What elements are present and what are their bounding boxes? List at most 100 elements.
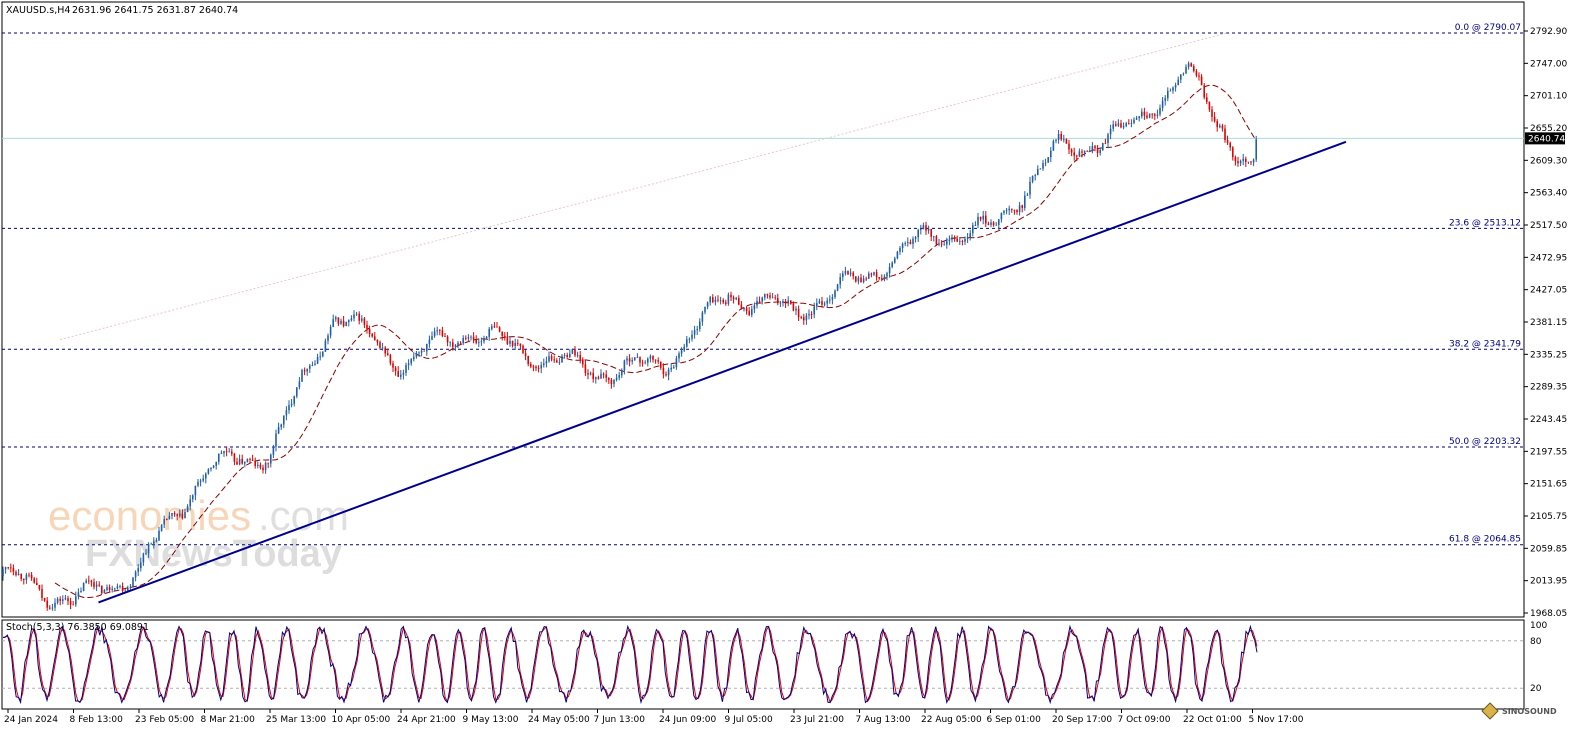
candle-body	[992, 222, 995, 226]
candle-body	[1021, 205, 1023, 208]
candle-body	[72, 604, 74, 606]
candle-body	[743, 307, 745, 310]
candle-body	[332, 319, 334, 327]
candle-body	[920, 228, 922, 230]
candle-body	[912, 238, 914, 245]
candle-body	[127, 587, 129, 591]
candle-body	[1146, 115, 1148, 118]
candle-body	[446, 336, 449, 343]
candle-body	[1219, 125, 1221, 128]
candle-body	[548, 356, 550, 362]
candle-body	[852, 272, 854, 277]
price-axis-label: 1968.05	[1530, 609, 1567, 619]
candle-body	[922, 225, 925, 229]
candle-body	[553, 359, 555, 361]
candle-body	[30, 574, 33, 579]
candle-body	[114, 588, 116, 590]
time-axis-label: 6 Sep 01:00	[987, 715, 1042, 725]
candle-body	[878, 277, 880, 279]
candle-body	[158, 530, 160, 541]
candle-body	[246, 459, 249, 462]
candle-body	[457, 342, 459, 346]
price-tag: 2640.74	[1525, 132, 1565, 145]
candle-body	[621, 370, 623, 376]
candle-body	[982, 215, 984, 220]
candle-body	[1133, 119, 1135, 123]
candle-body	[732, 297, 735, 300]
candle-body	[381, 347, 384, 349]
candle-body	[834, 290, 836, 298]
candle-body	[1003, 210, 1005, 213]
candle-body	[142, 553, 145, 563]
candle-body	[764, 294, 766, 298]
candle-body	[1112, 124, 1114, 129]
candle-body	[1221, 125, 1224, 129]
candle-body	[1198, 75, 1200, 77]
price-axis-label: 2609.30	[1530, 156, 1567, 166]
candle-body	[1250, 161, 1252, 163]
price-tag-bg	[1525, 132, 1565, 145]
candle-body	[712, 297, 714, 303]
candle-body	[428, 339, 431, 344]
candle-body	[769, 295, 771, 298]
candle-body	[870, 273, 873, 275]
candle-body	[475, 339, 477, 343]
candle-body	[602, 373, 605, 375]
candle-body	[1208, 101, 1211, 110]
candle-body	[147, 544, 150, 554]
candle-body	[582, 359, 584, 365]
candle-body	[1122, 125, 1125, 128]
candle-body	[1216, 121, 1218, 128]
candle-body	[28, 574, 30, 576]
candle-body	[904, 243, 906, 244]
candle-body	[498, 327, 501, 332]
candle-body	[543, 363, 545, 366]
candle-body	[67, 598, 69, 602]
candle-body	[842, 273, 844, 278]
candle-body	[231, 451, 233, 454]
candle-body	[517, 343, 519, 344]
candle-body	[1029, 181, 1031, 195]
candle-body	[860, 277, 862, 283]
candle-body	[1065, 139, 1068, 144]
candle-body	[790, 300, 792, 304]
candle-body	[1239, 160, 1242, 164]
candle-body	[467, 337, 470, 339]
candle-body	[90, 581, 93, 583]
candle-body	[444, 336, 446, 337]
price-axis-label: 2381.15	[1530, 318, 1567, 328]
candle-body	[329, 326, 332, 336]
fibonacci-layer: 0.0 @ 2790.07 23.6 @ 2513.12 38.2 @ 2341.7…	[2, 23, 1524, 546]
time-axis-label: 7 Jun 13:00	[594, 715, 646, 725]
candle-body	[706, 302, 709, 307]
fib-level-label: 0.0 @ 2790.07	[1455, 23, 1521, 33]
candle-body	[545, 361, 548, 364]
candle-body	[1190, 63, 1192, 67]
candle-body	[509, 340, 511, 344]
watermark-economies: economies	[48, 492, 251, 539]
candle-body	[636, 357, 639, 358]
candle-body	[831, 297, 834, 300]
candle-body	[275, 433, 277, 447]
candle-body	[418, 352, 420, 354]
candle-body	[579, 355, 581, 360]
time-axis-label: 20 Sep 17:00	[1052, 715, 1112, 725]
candle-body	[1156, 114, 1159, 116]
candle-body	[540, 365, 542, 369]
candle-body	[1063, 139, 1065, 140]
candle-body	[597, 377, 600, 379]
candle-body	[368, 328, 371, 335]
candle-body	[415, 353, 418, 357]
price-axis-label: 2197.55	[1530, 447, 1567, 457]
price-axis: 2792.90 2747.00 2701.10 2655.20 2609.30 2563.…	[1524, 27, 1567, 619]
candle-body	[23, 578, 25, 580]
candle-body	[1125, 123, 1127, 126]
candle-body	[121, 586, 124, 592]
candle-body	[59, 598, 61, 601]
candle-body	[1185, 66, 1187, 74]
candle-body	[930, 228, 932, 237]
stochastic-layer: 100 80 20	[2, 621, 1547, 705]
candle-body	[316, 357, 319, 364]
candle-body	[966, 237, 969, 239]
